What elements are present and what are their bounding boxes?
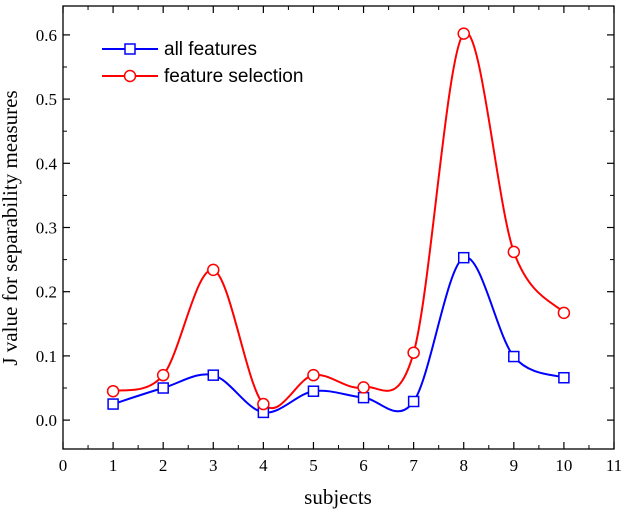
data-point-circle xyxy=(207,263,220,277)
legend-label-1: feature selection xyxy=(164,66,303,87)
data-point-circle xyxy=(507,245,521,259)
x-tick-label: 5 xyxy=(309,456,318,475)
data-point-circle xyxy=(557,306,571,320)
x-tick-label: 11 xyxy=(606,456,622,475)
data-point-square xyxy=(558,371,570,384)
y-axis-title: J value for separability measures xyxy=(0,90,22,365)
x-tick-label: 10 xyxy=(555,456,572,475)
data-point-circle xyxy=(457,27,470,40)
series-line-1 xyxy=(112,31,565,410)
data-point-square xyxy=(207,369,220,381)
x-tick-label: 8 xyxy=(459,456,468,475)
x-tick-label: 0 xyxy=(59,456,68,475)
data-point-circle xyxy=(106,384,120,398)
y-tick-label: 0.4 xyxy=(36,154,58,173)
x-tick-label: 9 xyxy=(510,456,519,475)
x-tick-label: 4 xyxy=(259,456,268,475)
x-tick-label: 6 xyxy=(359,456,368,475)
data-point-square xyxy=(357,391,370,404)
data-point-square xyxy=(457,251,470,264)
data-point-square xyxy=(157,382,169,394)
y-tick-label: 0.5 xyxy=(36,90,57,109)
legend-label-0: all features xyxy=(164,39,257,60)
data-point-square xyxy=(508,350,520,363)
data-point-square xyxy=(107,398,119,410)
x-tick-label: 2 xyxy=(159,456,168,475)
series-markers xyxy=(106,27,571,419)
data-point-circle xyxy=(357,381,370,394)
x-tick-label: 1 xyxy=(109,456,118,475)
legend: all features feature selection xyxy=(102,39,303,87)
x-tick-label: 7 xyxy=(409,456,418,475)
ticks: 0 1 2 3 4 5 6 7 8 9 10 11 0.0 0.1 0.2 0.3 0.4 0.5 0.6 xyxy=(36,6,622,475)
y-tick-label: 0.1 xyxy=(36,347,57,366)
legend-marker-circle xyxy=(123,69,137,83)
data-point-circle xyxy=(407,346,420,359)
series-curves xyxy=(112,31,565,414)
data-point-square xyxy=(407,395,420,408)
x-axis-title: subjects xyxy=(304,485,372,509)
data-point-circle xyxy=(307,368,320,382)
y-tick-label: 0.3 xyxy=(36,219,57,238)
y-tick-label: 0.0 xyxy=(36,411,57,430)
x-tick-label: 3 xyxy=(209,456,218,475)
y-tick-label: 0.2 xyxy=(36,283,57,302)
y-tick-label: 0.6 xyxy=(36,26,57,45)
data-point-circle xyxy=(156,368,170,382)
legend-marker-square xyxy=(124,43,136,55)
data-point-circle xyxy=(257,397,270,411)
data-point-square xyxy=(307,385,320,397)
